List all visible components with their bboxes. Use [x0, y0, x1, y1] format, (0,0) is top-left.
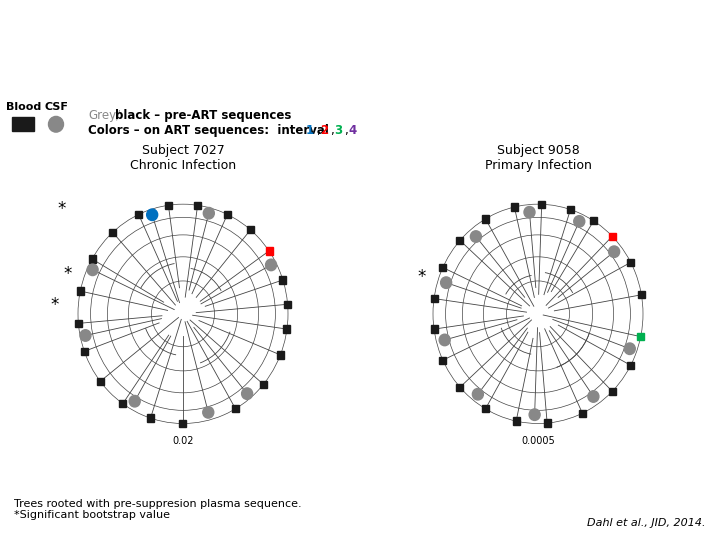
Bar [456, 237, 464, 244]
Circle shape [588, 391, 599, 402]
Text: *: * [51, 296, 59, 314]
Circle shape [529, 409, 540, 421]
Circle shape [48, 117, 63, 132]
Text: ,: , [344, 124, 348, 137]
Text: Subject 7027
Chronic Infection: Subject 7027 Chronic Infection [130, 144, 236, 172]
Text: Blood: Blood [6, 102, 42, 112]
Circle shape [266, 259, 276, 271]
Bar [513, 417, 520, 425]
Text: 0.0005: 0.0005 [521, 436, 555, 446]
Bar [608, 233, 616, 240]
Text: *: * [64, 265, 72, 283]
Circle shape [470, 231, 482, 242]
Circle shape [242, 388, 253, 400]
Bar [431, 295, 438, 302]
Bar [260, 381, 267, 388]
Text: Trees rooted with pre-suppresion plasma sequence.
*Significant bootstrap value: Trees rooted with pre-suppresion plasma … [14, 499, 302, 521]
Text: ,: , [316, 124, 320, 137]
Bar [75, 320, 82, 327]
Circle shape [80, 330, 91, 341]
Circle shape [203, 407, 214, 418]
Bar [81, 348, 88, 355]
Text: ,: , [330, 124, 334, 137]
Text: Subject 9058
Primary Infection: Subject 9058 Primary Infection [485, 144, 591, 172]
Text: *: * [418, 268, 426, 286]
Bar [482, 405, 489, 413]
Bar [431, 326, 438, 333]
Bar [638, 291, 645, 299]
Bar [608, 388, 616, 395]
Bar [96, 377, 104, 385]
Text: Grey/: Grey/ [88, 109, 120, 122]
Bar [135, 211, 142, 218]
Text: Single genome sequencing demonstrates CSF HIV: Single genome sequencing demonstrates CS… [18, 16, 605, 37]
Circle shape [524, 206, 535, 218]
Text: Colors – on ART sequences:  interval: Colors – on ART sequences: interval [88, 124, 333, 137]
Circle shape [441, 277, 451, 288]
Bar [147, 415, 154, 422]
Bar [12, 118, 34, 131]
Text: black – pre-ART sequences: black – pre-ART sequences [115, 109, 292, 122]
Bar [179, 420, 186, 427]
Bar [590, 217, 597, 225]
Circle shape [574, 215, 585, 227]
Bar [165, 201, 172, 209]
Bar [482, 215, 489, 222]
Circle shape [203, 207, 215, 219]
Bar [277, 351, 284, 359]
Circle shape [439, 334, 450, 346]
Text: 2: 2 [320, 124, 328, 137]
Text: 3: 3 [334, 124, 342, 137]
Bar [511, 204, 518, 211]
Text: 0.02: 0.02 [172, 436, 194, 446]
Circle shape [608, 246, 620, 258]
Text: CSF: CSF [44, 102, 68, 112]
Circle shape [87, 264, 98, 275]
Text: distinct from plasma during suppressive therapy: distinct from plasma during suppressive … [18, 61, 593, 81]
Bar [439, 264, 446, 271]
Bar [637, 333, 644, 340]
Text: 4: 4 [348, 124, 356, 137]
Bar [224, 211, 231, 218]
Bar [439, 356, 446, 364]
Bar [544, 420, 551, 427]
Bar [89, 255, 96, 262]
Text: *: * [58, 200, 66, 218]
Bar [567, 206, 574, 213]
Circle shape [624, 343, 635, 354]
Bar [120, 400, 126, 407]
Bar [284, 326, 290, 333]
Bar [627, 362, 634, 369]
Bar [247, 226, 254, 233]
Circle shape [147, 209, 158, 220]
Circle shape [472, 388, 483, 400]
Text: Dahl et al., JID, 2014.: Dahl et al., JID, 2014. [587, 518, 706, 528]
Bar [456, 383, 464, 391]
Bar [284, 301, 291, 308]
Bar [579, 409, 586, 417]
Bar [266, 247, 272, 254]
Bar [627, 259, 634, 266]
Bar [194, 201, 201, 209]
Bar [538, 200, 545, 208]
Bar [109, 228, 116, 236]
Bar [279, 276, 287, 284]
Text: 1: 1 [306, 124, 314, 137]
Bar [232, 405, 239, 413]
Circle shape [129, 395, 140, 407]
Bar [77, 287, 84, 295]
